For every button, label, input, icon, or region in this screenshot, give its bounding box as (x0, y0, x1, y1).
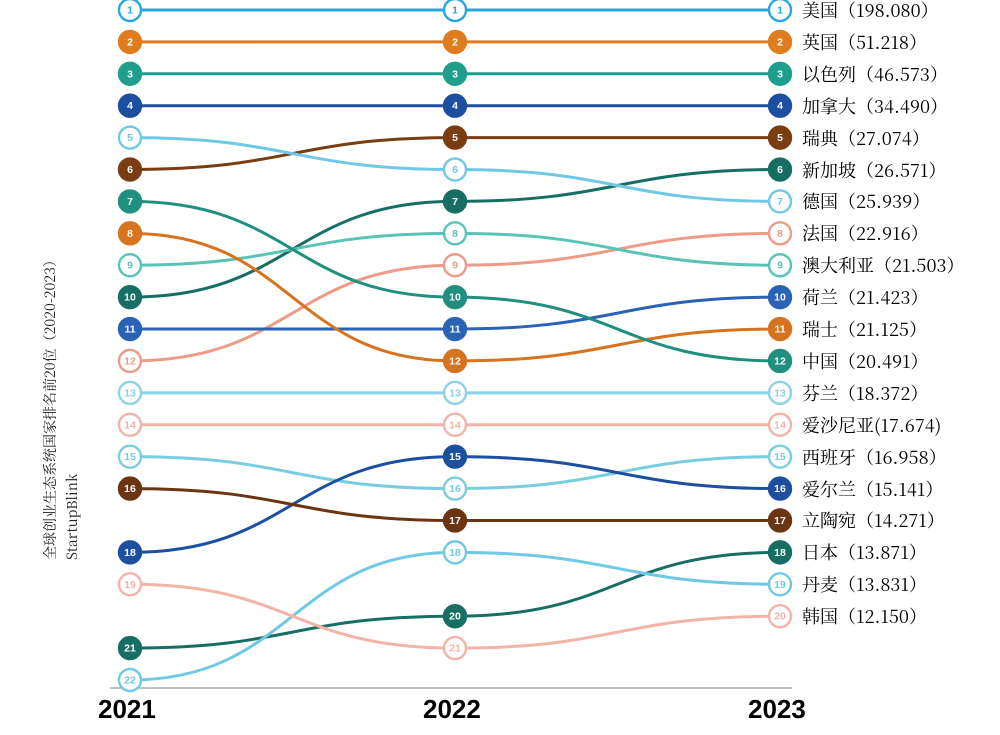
svg-text:7: 7 (777, 196, 783, 208)
svg-text:12: 12 (449, 355, 461, 367)
svg-text:13: 13 (449, 387, 461, 399)
svg-text:7: 7 (127, 196, 133, 208)
svg-text:18: 18 (774, 547, 786, 559)
svg-text:2: 2 (127, 36, 133, 48)
series-label: 瑞典（27.074） (802, 129, 930, 147)
series-label: 西班牙（16.958） (802, 448, 947, 466)
svg-text:10: 10 (774, 292, 786, 304)
svg-text:8: 8 (452, 228, 458, 240)
svg-text:9: 9 (127, 260, 133, 272)
svg-text:4: 4 (452, 100, 458, 112)
series-label: 日本（13.871） (802, 543, 927, 561)
svg-text:14: 14 (774, 419, 786, 431)
svg-text:13: 13 (124, 387, 136, 399)
svg-text:1: 1 (777, 5, 783, 17)
series-label: 丹麦（13.831） (802, 575, 927, 593)
svg-text:4: 4 (127, 100, 133, 112)
y-axis-title: 全球创业生态系统国家排名前20位（2020-2023） (40, 253, 60, 560)
svg-text:12: 12 (124, 355, 136, 367)
svg-text:19: 19 (124, 579, 136, 591)
svg-text:14: 14 (449, 419, 461, 431)
svg-text:12: 12 (774, 355, 786, 367)
series-label: 爱尔兰（15.141） (802, 480, 943, 498)
series-label: 新加坡（26.571） (802, 161, 946, 179)
series-label: 中国（20.491） (802, 352, 929, 370)
svg-text:9: 9 (452, 260, 458, 272)
svg-text:13: 13 (774, 387, 786, 399)
svg-text:9: 9 (777, 260, 783, 272)
series-label: 韩国（12.150） (802, 607, 927, 625)
svg-text:1: 1 (127, 5, 133, 17)
svg-text:17: 17 (449, 515, 461, 527)
series-label: 美国（198.080） (802, 1, 939, 19)
bump-chart: 1112223334446551076567129898911111081211… (0, 0, 1000, 735)
svg-text:21: 21 (449, 643, 461, 655)
svg-text:3: 3 (777, 68, 783, 80)
svg-text:4: 4 (777, 100, 783, 112)
series-label: 英国（51.218） (802, 33, 927, 51)
svg-text:6: 6 (127, 164, 133, 176)
svg-text:16: 16 (449, 483, 461, 495)
svg-text:14: 14 (124, 419, 136, 431)
svg-text:10: 10 (124, 292, 136, 304)
svg-text:16: 16 (774, 483, 786, 495)
svg-text:5: 5 (127, 132, 133, 144)
svg-text:18: 18 (124, 547, 136, 559)
series-label: 爱沙尼亚(17.674) (802, 416, 941, 434)
svg-text:8: 8 (777, 228, 783, 240)
svg-text:2: 2 (777, 36, 783, 48)
x-tick-label: 2022 (423, 694, 481, 725)
series-label: 法国（22.916） (802, 224, 929, 242)
svg-text:11: 11 (449, 324, 460, 336)
svg-text:17: 17 (774, 515, 786, 527)
svg-text:11: 11 (124, 324, 135, 336)
svg-text:5: 5 (777, 132, 783, 144)
x-tick-label: 2021 (98, 694, 156, 725)
svg-text:8: 8 (127, 228, 133, 240)
series-label: 澳大利亚（21.503） (802, 256, 965, 274)
series-label: 瑞士（21.125） (802, 320, 927, 338)
series-label: 荷兰（21.423） (802, 288, 928, 306)
series-label: 加拿大（34.490） (802, 97, 948, 115)
svg-text:20: 20 (774, 611, 786, 623)
svg-text:5: 5 (452, 132, 458, 144)
svg-text:20: 20 (449, 611, 461, 623)
svg-text:7: 7 (452, 196, 458, 208)
svg-text:21: 21 (124, 643, 136, 655)
svg-text:15: 15 (449, 451, 461, 463)
svg-text:2: 2 (452, 36, 458, 48)
svg-text:3: 3 (127, 68, 133, 80)
series-label: 以色列（46.573） (802, 65, 948, 83)
chart-source: StartupBlink (62, 474, 82, 560)
series-label: 立陶宛（14.271） (802, 511, 945, 529)
svg-text:16: 16 (124, 483, 136, 495)
svg-text:10: 10 (449, 292, 461, 304)
svg-text:15: 15 (774, 451, 786, 463)
svg-text:6: 6 (452, 164, 458, 176)
x-tick-label: 2023 (748, 694, 806, 725)
svg-text:1: 1 (452, 5, 458, 17)
svg-text:6: 6 (777, 164, 783, 176)
svg-text:19: 19 (774, 579, 786, 591)
svg-text:11: 11 (774, 324, 785, 336)
svg-text:22: 22 (124, 675, 136, 687)
svg-text:15: 15 (124, 451, 136, 463)
svg-text:3: 3 (452, 68, 458, 80)
series-label: 德国（25.939） (802, 192, 930, 210)
svg-text:18: 18 (449, 547, 461, 559)
series-label: 芬兰（18.372） (802, 384, 928, 402)
